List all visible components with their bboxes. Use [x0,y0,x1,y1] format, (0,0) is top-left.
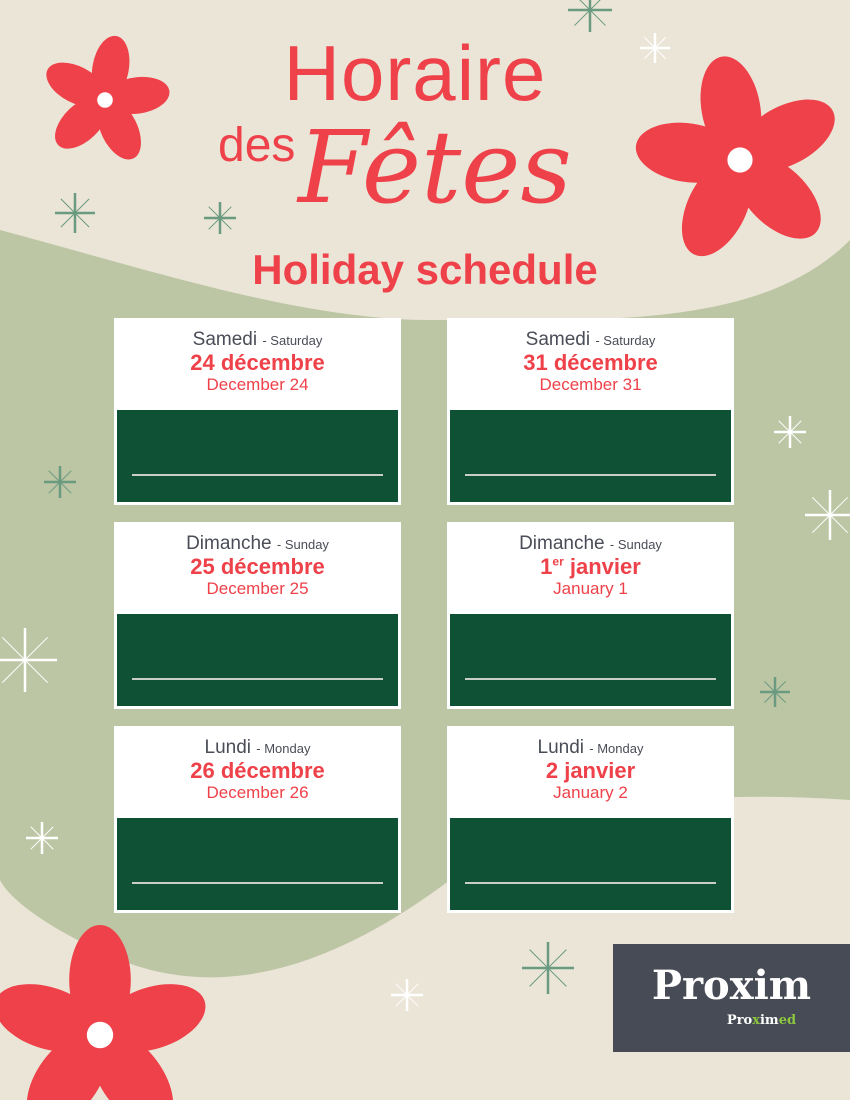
date-en: December 24 [206,375,309,395]
hours-area [450,410,731,502]
date-fr: 1er janvier [540,554,641,579]
title-des: des [218,119,296,172]
hours-line [132,678,383,680]
schedule-card: Dimanche - Sunday 25 décembre December 2… [114,522,401,709]
hours-line [465,678,716,680]
day-label: Dimanche - Sunday [519,533,662,554]
hours-area [117,818,398,910]
date-fr: 31 décembre [523,350,658,375]
schedule-card: Lundi - Monday 2 janvier January 2 [447,726,734,913]
date-fr: 25 décembre [190,554,325,579]
date-en: December 26 [206,783,309,803]
date-fr: 24 décembre [190,350,325,375]
day-label: Samedi - Saturday [192,329,323,350]
hours-area [117,614,398,706]
hours-area [117,410,398,502]
date-en: January 2 [553,783,628,803]
date-en: January 1 [553,579,628,599]
title-fetes: Fêtes [298,109,572,226]
logo-brand: Proxim [651,962,812,1009]
hours-line [465,474,716,476]
title-holiday-schedule: Holiday schedule [252,246,598,293]
date-fr: 26 décembre [190,758,325,783]
hours-line [465,882,716,884]
schedule-card: Lundi - Monday 26 décembre December 26 [114,726,401,913]
date-en: December 25 [206,579,309,599]
day-label: Lundi - Monday [537,737,644,758]
proxim-logo: Proxim Proximed [613,944,850,1052]
schedule-card: Samedi - Saturday 31 décembre December 3… [447,318,734,505]
day-label: Samedi - Saturday [525,329,656,350]
title-horaire: Horaire [283,29,547,117]
day-label: Lundi - Monday [204,737,311,758]
logo-sub: Proximed [726,1013,797,1028]
day-label: Dimanche - Sunday [186,533,329,554]
hours-area [450,614,731,706]
hours-line [132,474,383,476]
date-en: December 31 [539,375,642,395]
schedule-card: Dimanche - Sunday 1er janvier January 1 [447,522,734,709]
hours-line [132,882,383,884]
hours-area [450,818,731,910]
schedule-card: Samedi - Saturday 24 décembre December 2… [114,318,401,505]
date-fr: 2 janvier [545,758,636,783]
